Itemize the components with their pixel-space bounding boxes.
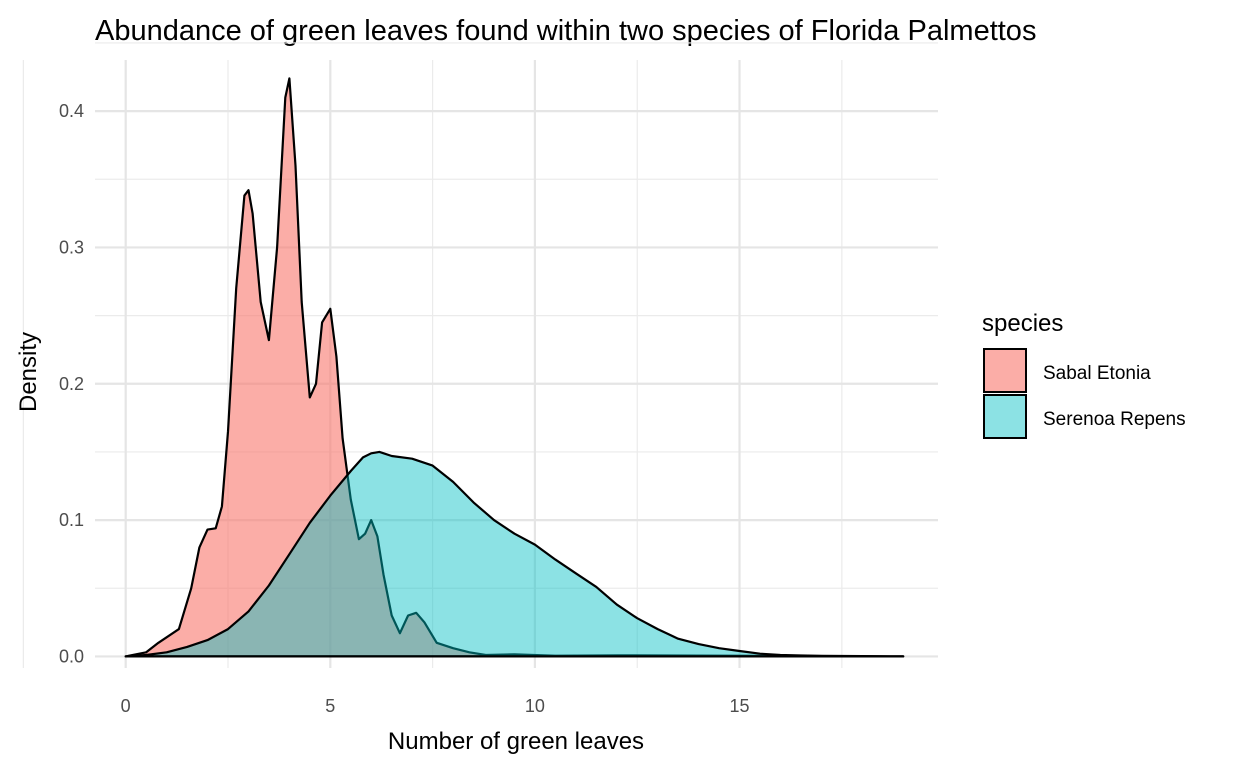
- density-areas: [124, 77, 905, 658]
- x-axis-title: Number of green leaves: [388, 728, 644, 755]
- x-tick-label: 15: [730, 696, 750, 716]
- plot-title: Abundance of green leaves found within t…: [95, 15, 1036, 47]
- density-area-sabal-etonia: [124, 77, 905, 658]
- legend-label-serenoa-repens: Serenoa Repens: [1043, 409, 1186, 430]
- y-tick-label: 0.0: [59, 646, 84, 666]
- y-tick-label: 0.2: [59, 374, 84, 394]
- legend: species Sabal Etonia Serenoa Repens: [982, 310, 1186, 439]
- legend-key-serenoa-repens: [983, 394, 1027, 439]
- legend-key-sabal-etonia: [983, 348, 1027, 393]
- y-axis-ticks: 0.0 0.1 0.2 0.3 0.4: [59, 101, 84, 666]
- y-axis-title: Density: [15, 332, 42, 412]
- y-tick-label: 0.3: [59, 237, 84, 257]
- x-tick-label: 10: [525, 696, 545, 716]
- legend-title: species: [982, 310, 1063, 337]
- x-tick-label: 0: [121, 696, 131, 716]
- x-tick-label: 5: [325, 696, 335, 716]
- legend-label-sabal-etonia: Sabal Etonia: [1043, 363, 1151, 384]
- major-gridlines: [95, 60, 938, 668]
- y-tick-label: 0.4: [59, 101, 84, 121]
- density-area-serenoa-repens: [124, 450, 905, 658]
- y-tick-label: 0.1: [59, 510, 84, 530]
- x-axis-ticks: 0 5 10 15: [121, 696, 750, 716]
